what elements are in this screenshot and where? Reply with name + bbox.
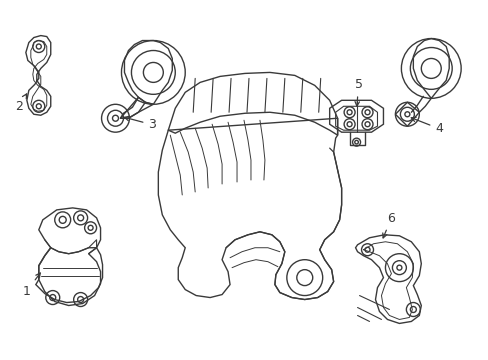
Text: 5: 5 bbox=[354, 78, 362, 106]
Text: 4: 4 bbox=[410, 117, 442, 135]
Text: 2: 2 bbox=[15, 94, 27, 113]
Text: 1: 1 bbox=[23, 273, 40, 298]
Text: 3: 3 bbox=[124, 116, 156, 131]
Text: 6: 6 bbox=[382, 212, 394, 238]
